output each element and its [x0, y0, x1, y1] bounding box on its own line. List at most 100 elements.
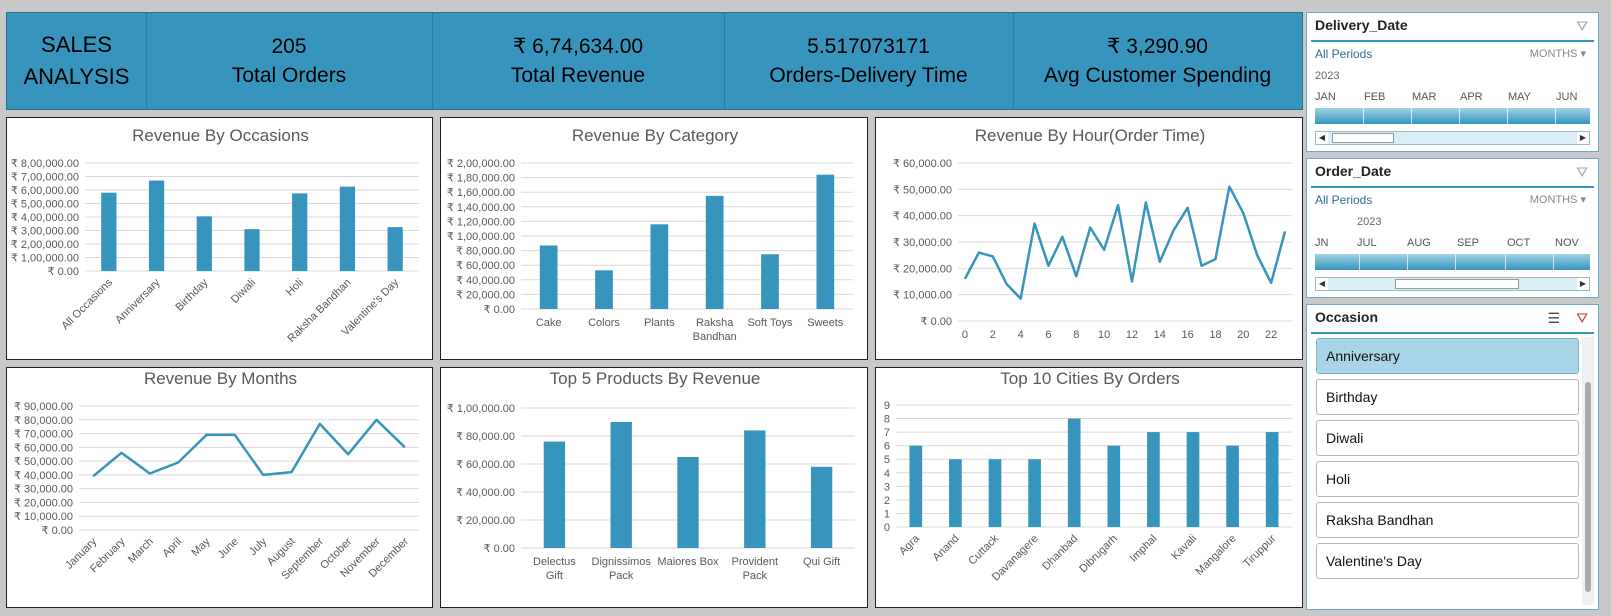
y-tick-label: 9	[884, 400, 890, 412]
timeline-scrollbar[interactable]: ◀ ▶	[1315, 131, 1590, 145]
y-tick-label: ₹ 0.00	[42, 525, 73, 537]
bar	[539, 245, 558, 309]
x-tick-line: Pack	[609, 570, 634, 582]
scroll-left-icon[interactable]: ◀	[1316, 132, 1328, 144]
scroll-right-icon[interactable]: ▶	[1577, 278, 1589, 290]
x-tick-line: Maiores Box	[657, 556, 719, 568]
timeline-scrollbar[interactable]: ◀ ▶	[1315, 277, 1590, 291]
timeline-month[interactable]: JN	[1315, 237, 1329, 249]
series-line	[92, 418, 406, 478]
clear-filter-icon[interactable]: ⛛	[1576, 164, 1588, 180]
x-tick-line: 20	[1237, 329, 1249, 341]
delivery-date-slicer[interactable]: Delivery_Date ⛛ All Periods MONTHS ▾ 202…	[1306, 12, 1599, 152]
occasion-item[interactable]: Diwali	[1316, 420, 1579, 456]
dashboard-title: SALES ANALYSIS	[7, 13, 147, 109]
bar	[1226, 445, 1239, 527]
period-type-dropdown[interactable]: MONTHS ▾	[1530, 47, 1586, 60]
y-tick-label: ₹ 10,000.00	[893, 290, 952, 302]
all-periods-link[interactable]: All Periods	[1315, 193, 1373, 207]
occasion-slicer[interactable]: Occasion ☰ ⛛ Anniversary Birthday Diwali Ho…	[1306, 304, 1599, 610]
y-tick-label: ₹ 40,000.00	[456, 487, 515, 499]
x-tick-line: Delectus	[533, 556, 576, 568]
timeline-month[interactable]: MAY	[1508, 91, 1532, 103]
y-tick-label: ₹ 3,00,000.00	[11, 226, 79, 238]
y-tick-label: ₹ 1,40,000.00	[447, 202, 515, 214]
timeline-month[interactable]: NOV	[1555, 237, 1579, 249]
y-tick-label: ₹ 1,20,000.00	[447, 216, 515, 228]
timeline-month[interactable]: JUL	[1357, 237, 1377, 249]
timeline-month[interactable]: SEP	[1457, 237, 1480, 249]
scroll-left-icon[interactable]: ◀	[1316, 278, 1328, 290]
timeline-year: 2023	[1315, 70, 1340, 82]
scroll-thumb[interactable]	[1331, 133, 1394, 143]
occasion-item[interactable]: Anniversary	[1316, 338, 1579, 374]
x-tick-label: 12	[1126, 329, 1138, 341]
occasion-item[interactable]: Birthday	[1316, 379, 1579, 415]
clear-filter-icon[interactable]: ⛛	[1576, 310, 1588, 326]
chart-top-cities[interactable]: Top 10 Cities By Orders 0 1 2 3 4 5 6 7 8 9 Agra Ana…	[875, 367, 1303, 608]
bar	[148, 180, 165, 271]
x-tick-line: 14	[1154, 329, 1166, 341]
x-tick-line: Provident	[732, 556, 778, 568]
timeline-bar[interactable]	[1315, 254, 1590, 270]
chart-revenue-by-occasions[interactable]: Revenue By Occasions ₹ 0.00 ₹ 1,00,000.00 ₹…	[6, 117, 433, 360]
y-tick-label: 3	[884, 481, 890, 493]
bar	[650, 224, 669, 309]
occasion-scrollbar[interactable]	[1582, 337, 1594, 605]
x-tick-label: 0	[962, 329, 968, 341]
x-tick-label: 6	[1045, 329, 1051, 341]
kpi-label: Total Orders	[231, 64, 347, 87]
bar	[292, 193, 308, 271]
x-tick-label: Provident Pack	[732, 556, 778, 582]
chart-revenue-by-months[interactable]: Revenue By Months ₹ 0.00 ₹ 10,000.00 ₹ 20,0…	[6, 367, 433, 608]
x-tick-label: Soft Toys	[747, 317, 793, 329]
period-type-label: MONTHS	[1529, 48, 1578, 60]
chart-top-products[interactable]: Top 5 Products By Revenue ₹ 0.00 ₹ 20,000.…	[440, 367, 868, 608]
y-tick-label: ₹ 40,000.00	[893, 211, 952, 223]
period-type-dropdown[interactable]: MONTHS ▾	[1530, 193, 1586, 206]
scroll-thumb[interactable]	[1395, 279, 1520, 289]
series-line	[963, 185, 1287, 300]
multi-select-icon[interactable]: ☰	[1547, 310, 1560, 326]
bar	[1265, 432, 1279, 527]
kpi-total-revenue: ₹ 6,74,634.00 Total Revenue	[432, 13, 725, 109]
x-tick-label: 20	[1237, 329, 1249, 341]
occasion-item[interactable]: Valentine's Day	[1316, 543, 1579, 579]
y-tick-label: ₹ 1,80,000.00	[447, 173, 515, 185]
y-tick-label: ₹ 90,000.00	[14, 401, 73, 413]
timeline-month[interactable]: AUG	[1407, 237, 1431, 249]
x-tick-line: 4	[1018, 329, 1024, 341]
x-tick-label: 8	[1073, 329, 1079, 341]
x-tick-line: 2	[990, 329, 996, 341]
bar	[988, 459, 1002, 527]
y-tick-label: ₹ 60,000.00	[14, 442, 73, 454]
bar	[705, 195, 724, 309]
y-tick-label: ₹ 0.00	[484, 304, 515, 316]
bar	[761, 254, 779, 309]
x-tick-line: Colors	[588, 317, 620, 329]
all-periods-link[interactable]: All Periods	[1315, 47, 1373, 61]
chevron-down-icon: ▾	[1580, 194, 1586, 206]
kpi-value: 205	[271, 35, 307, 58]
y-tick-label: 8	[884, 414, 890, 426]
occasion-item[interactable]: Raksha Bandhan	[1316, 502, 1579, 538]
timeline-month[interactable]: APR	[1460, 91, 1483, 103]
x-tick-label: Anand	[931, 533, 962, 564]
clear-filter-icon[interactable]: ⛛	[1576, 18, 1588, 34]
order-date-slicer[interactable]: Order_Date ⛛ All Periods MONTHS ▾ 2023 J…	[1306, 158, 1599, 298]
x-tick-label: Tiruppur	[1241, 532, 1278, 569]
timeline-month[interactable]: JUN	[1556, 91, 1578, 103]
scroll-right-icon[interactable]: ▶	[1577, 132, 1589, 144]
y-tick-label: ₹ 60,000.00	[456, 260, 515, 272]
kpi-delivery-time: 5.517073171 Orders-Delivery Time	[724, 13, 1014, 109]
chart-revenue-by-category[interactable]: Revenue By Category ₹ 0.00 ₹ 20,000.00 ₹ 40…	[440, 117, 868, 360]
scroll-thumb[interactable]	[1585, 382, 1591, 592]
timeline-month[interactable]: MAR	[1412, 91, 1437, 103]
chart-revenue-by-hour[interactable]: Revenue By Hour(Order Time) ₹ 0.00 ₹ 10,00…	[875, 117, 1303, 360]
timeline-month[interactable]: OCT	[1507, 237, 1531, 249]
timeline-bar[interactable]	[1315, 108, 1590, 124]
occasion-item[interactable]: Holi	[1316, 461, 1579, 497]
y-tick-label: 0	[884, 522, 890, 534]
timeline-month[interactable]: FEB	[1364, 91, 1386, 103]
timeline-month[interactable]: JAN	[1315, 91, 1336, 103]
